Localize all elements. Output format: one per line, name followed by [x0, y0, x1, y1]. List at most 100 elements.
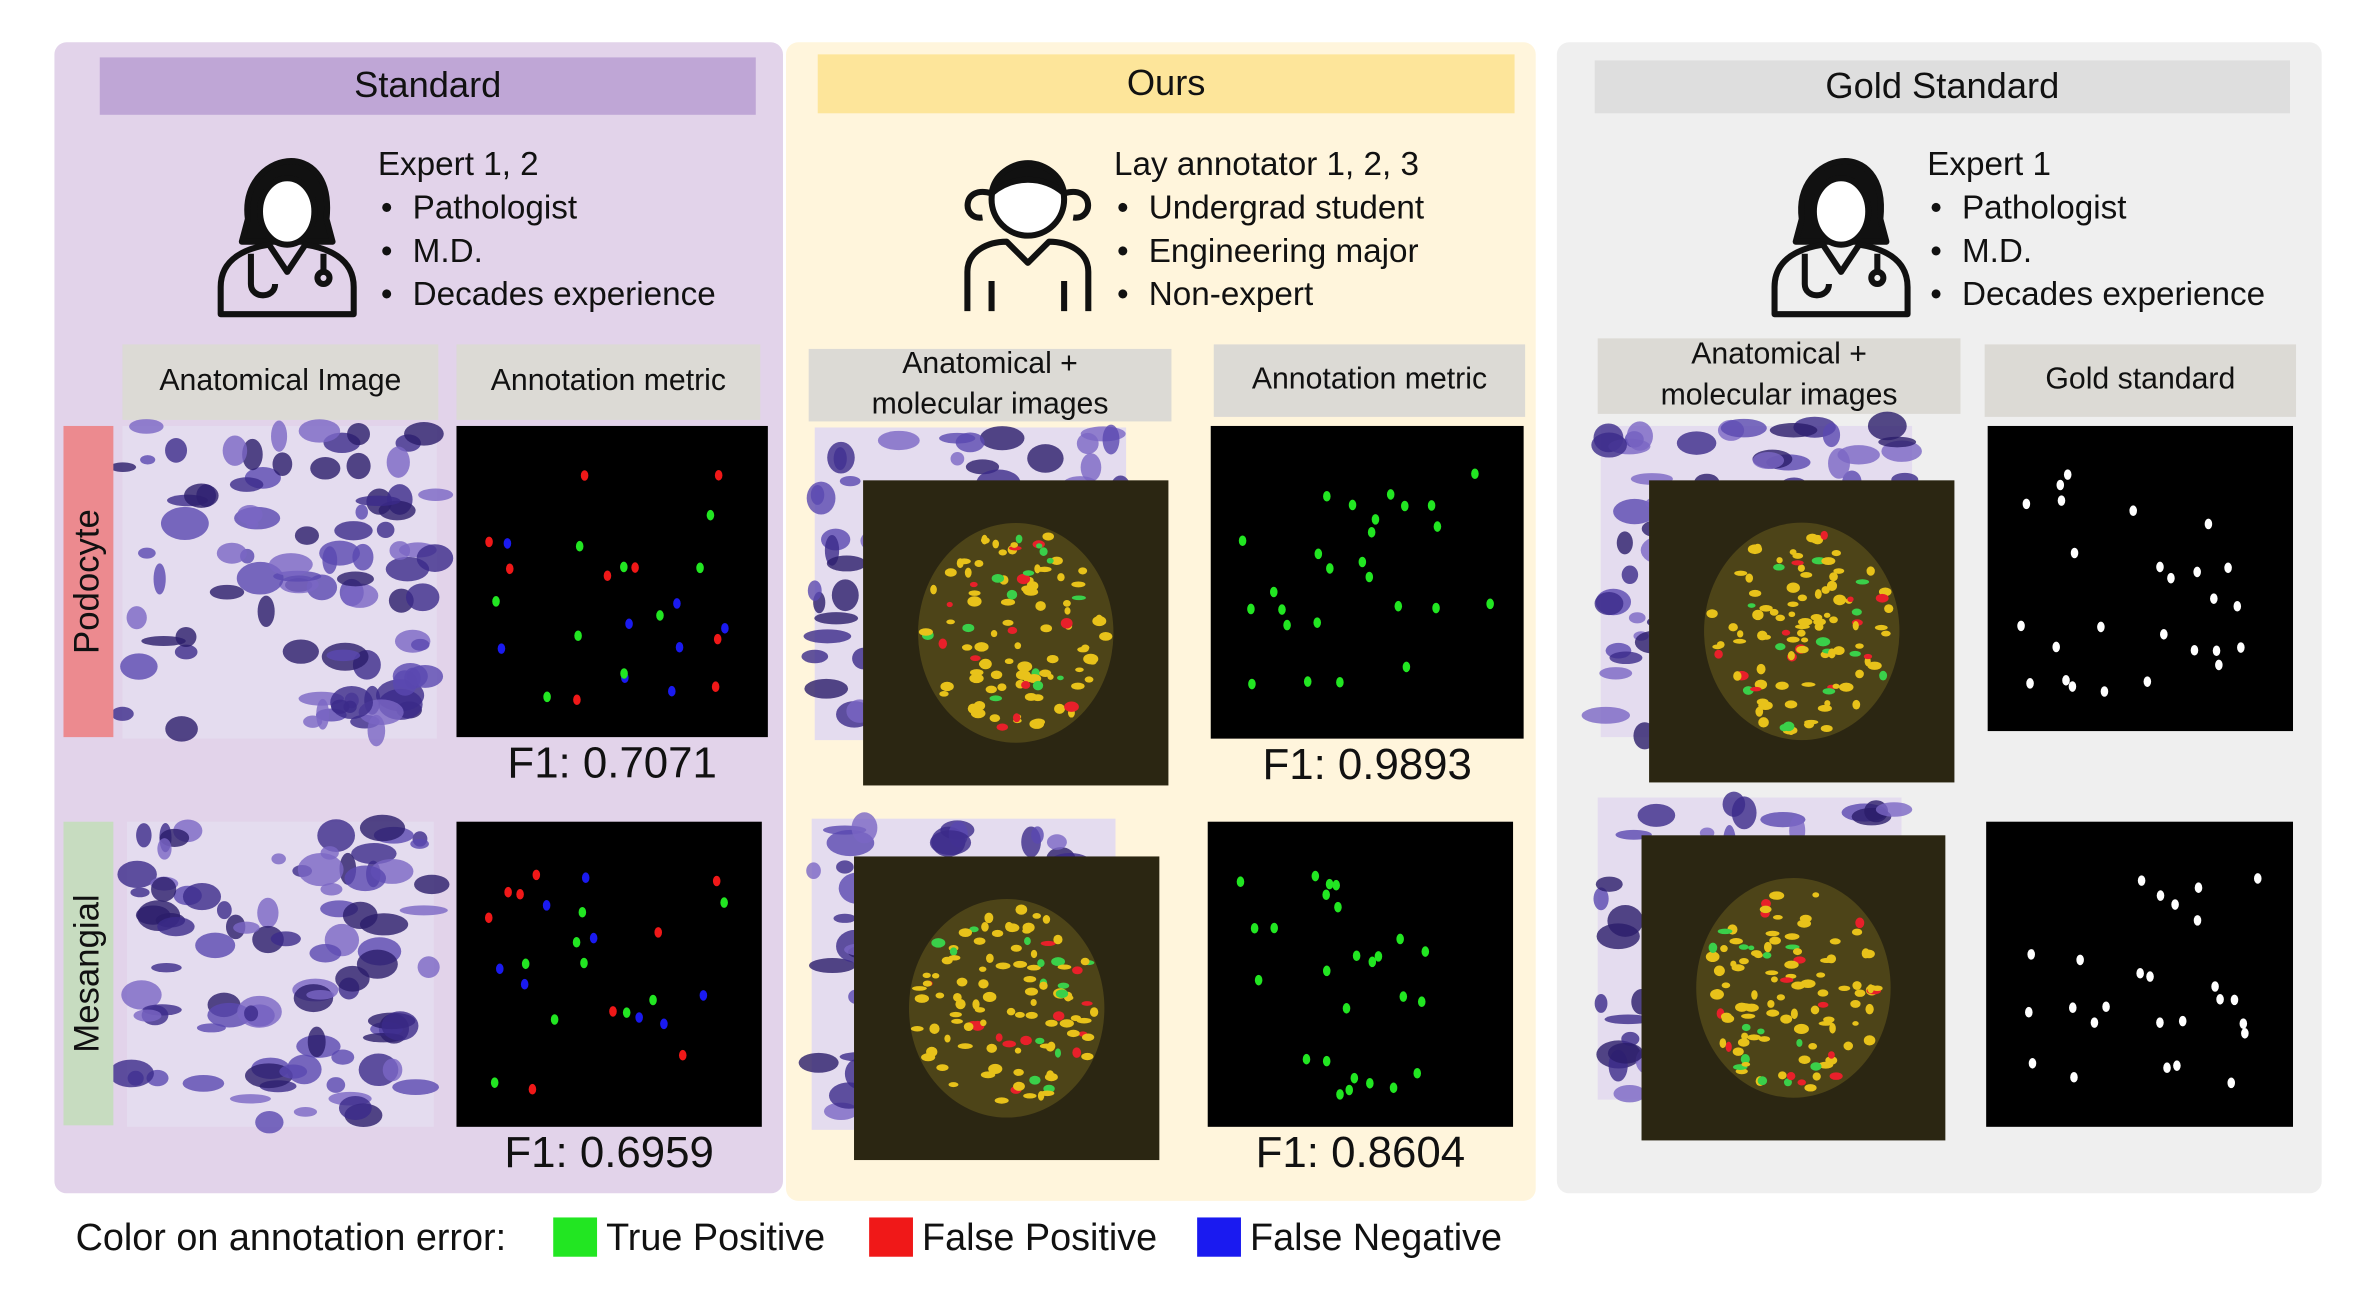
- tissue-blob: [359, 814, 406, 842]
- annotation-spot: [1413, 1067, 1422, 1079]
- annotation-spot: [2156, 1017, 2164, 1028]
- fluorescent-spot: [1838, 985, 1851, 992]
- tissue-blob: [242, 438, 263, 471]
- annotation-spot: [1389, 1082, 1398, 1094]
- fluorescent-spot: [1750, 686, 1762, 692]
- fluorescent-spot: [1762, 952, 1772, 959]
- fluorescent-spot: [1758, 1036, 1771, 1042]
- tissue-blob: [1878, 436, 1917, 448]
- column-header-box: [1213, 344, 1526, 417]
- annotation-metric-image: [1986, 821, 2294, 1127]
- fluorescent-spot: [1865, 1003, 1874, 1015]
- legend-title: Color on annotation error:: [76, 1217, 507, 1259]
- annotation-spot: [1417, 996, 1426, 1008]
- annotation-spot: [2210, 593, 2218, 604]
- tissue-blob: [293, 1107, 318, 1117]
- fluorescent-spot: [1800, 979, 1816, 988]
- tissue-blob: [1027, 444, 1064, 473]
- annotation-spot: [1270, 586, 1278, 598]
- fluorescent-spot: [1071, 595, 1086, 601]
- fluorescent-spot: [1026, 673, 1042, 684]
- panel-title-bar: [99, 57, 756, 115]
- tissue-blob: [1621, 1031, 1640, 1046]
- fluorescent-spot: [1776, 557, 1783, 564]
- annotation-spot: [2017, 620, 2025, 632]
- fluorescent-spot: [1818, 1061, 1834, 1069]
- image-background: [1207, 821, 1514, 1127]
- tissue-blob: [160, 506, 209, 540]
- annotation-spot: [622, 1007, 631, 1018]
- fluorescent-spot: [1733, 671, 1742, 681]
- annotation-spot: [2215, 659, 2223, 671]
- fluorescent-spot: [973, 701, 986, 711]
- fluorescent-spot: [1854, 989, 1866, 997]
- annotation-spot: [2102, 1001, 2110, 1013]
- annotation-spot: [2227, 1077, 2236, 1089]
- tissue-blob: [1593, 887, 1609, 911]
- fluorescent-spot: [1780, 977, 1794, 983]
- fluorescent-spot: [1753, 543, 1762, 552]
- annotation-spot: [2160, 629, 2168, 640]
- annotation-spot: [1322, 889, 1330, 901]
- tissue-blob: [120, 653, 158, 680]
- annotator-bullet: M.D.: [413, 233, 483, 270]
- bullet-dot: •: [1117, 190, 1129, 227]
- panel-title: Gold Standard: [1825, 65, 2059, 106]
- fluorescent-spot: [1852, 699, 1861, 710]
- fluorescent-spot: [1801, 682, 1816, 687]
- tissue-blob: [108, 1059, 154, 1088]
- tissue-blob: [336, 571, 374, 587]
- fluorescent-spot: [1075, 667, 1084, 673]
- fluorescent-spot: [1759, 605, 1773, 612]
- fluorescent-spot: [1797, 629, 1806, 637]
- tissue-blob: [334, 521, 373, 541]
- tissue-blob: [121, 980, 162, 1010]
- fluorescent-spot: [1734, 570, 1748, 576]
- fluorescent-spot: [1829, 616, 1838, 624]
- annotation-spot: [505, 563, 514, 575]
- fluorescent-spot: [1040, 940, 1056, 947]
- annotation-spot: [2076, 954, 2084, 966]
- fluorescent-spot: [1035, 1037, 1045, 1045]
- tissue-blob: [236, 561, 284, 595]
- annotation-spot: [675, 641, 684, 653]
- fluorescent-spot: [984, 912, 994, 924]
- fluorescent-spot: [1775, 643, 1786, 651]
- fluorescent-spot: [1737, 1038, 1750, 1047]
- annotation-spot: [2022, 498, 2031, 510]
- fluorescent-spot: [998, 549, 1007, 556]
- fluorescent-spot: [1831, 549, 1841, 557]
- row-label: Mesangial: [68, 894, 106, 1052]
- column-header-box: [1597, 338, 1961, 414]
- annotation-spot: [2143, 676, 2152, 687]
- annotator-bullet: Non-expert: [1149, 276, 1313, 313]
- fluorescent-spot: [1793, 1023, 1809, 1035]
- legend-swatch: [869, 1217, 913, 1257]
- fluorescent-spot: [1810, 1005, 1820, 1015]
- fluorescent-spot: [1863, 1035, 1876, 1046]
- fluorescent-spot: [1741, 1032, 1749, 1040]
- tissue-blob: [109, 462, 137, 472]
- annotator-bullet: Decades experience: [413, 276, 716, 313]
- fluorescent-spot: [1855, 643, 1864, 649]
- tissue-blob: [347, 423, 370, 446]
- fluorescent-spot: [1839, 682, 1854, 692]
- tissue-blob: [111, 706, 134, 721]
- fluorescent-spot: [1738, 944, 1749, 950]
- tissue-blob: [405, 583, 440, 612]
- fluorescent-spot: [1820, 530, 1828, 540]
- annotation-spot: [2028, 1058, 2037, 1069]
- fluorescent-spot: [1012, 713, 1021, 723]
- annotation-spot: [620, 561, 628, 573]
- annotation-spot: [1336, 676, 1344, 688]
- fluorescent-spot: [922, 980, 932, 987]
- legend-swatch: [1197, 1217, 1241, 1257]
- fluorescent-spot: [935, 992, 945, 999]
- fluorescent-spot: [931, 938, 946, 948]
- tissue-blob: [1613, 1084, 1646, 1103]
- fluorescent-spot: [957, 1043, 973, 1049]
- tissue-blob: [831, 579, 859, 612]
- tissue-blob: [136, 823, 152, 848]
- column-header: Gold standard: [2045, 363, 2235, 396]
- panel-title-bar: [1594, 60, 2290, 114]
